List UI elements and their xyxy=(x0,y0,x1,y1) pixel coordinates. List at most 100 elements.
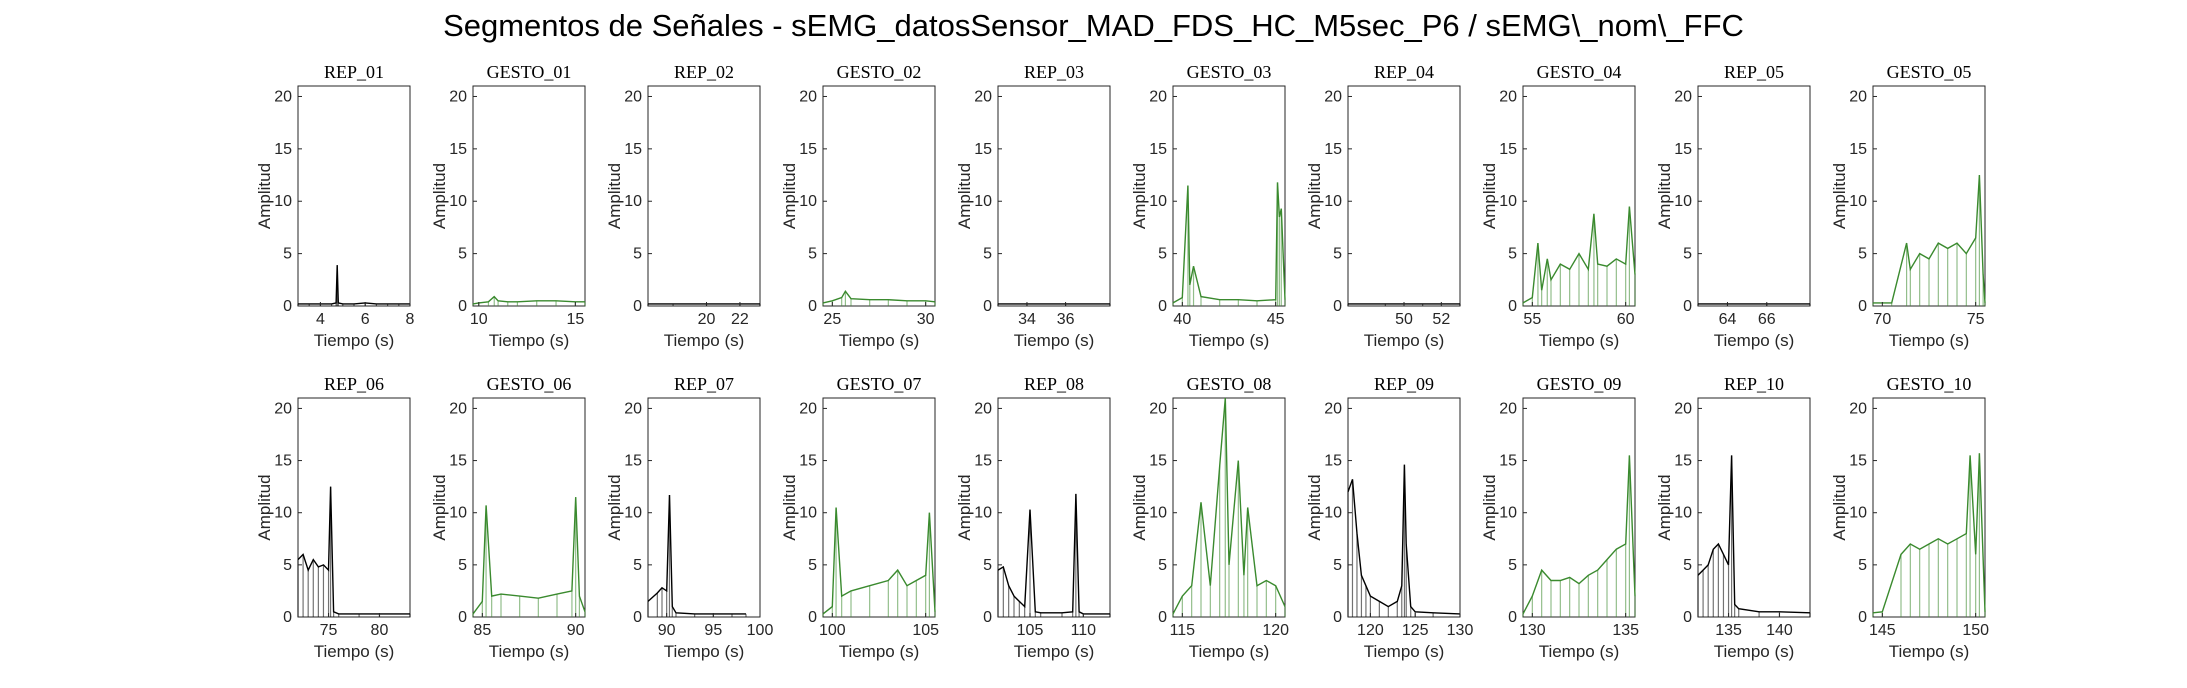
y-tick-label: 20 xyxy=(274,88,292,105)
y-tick-label: 20 xyxy=(274,400,292,417)
y-tick-label: 5 xyxy=(1858,246,1867,263)
x-axis-label: Tiempo (s) xyxy=(664,642,745,661)
x-tick-label: 90 xyxy=(567,622,585,639)
axes-box xyxy=(647,85,761,307)
subplot-rep-07: 0 5 10 15 20 90 95 100 REP_07 Tiempo (s) Amplitud xyxy=(605,374,773,661)
y-tick-label: 5 xyxy=(1508,557,1517,574)
y-tick-label: 10 xyxy=(1674,193,1692,210)
x-axis-label: Tiempo (s) xyxy=(1714,331,1795,350)
y-tick-label: 15 xyxy=(1324,453,1342,470)
y-tick-label: 15 xyxy=(974,141,992,158)
x-axis-label: Tiempo (s) xyxy=(1714,642,1795,661)
x-tick-label: 66 xyxy=(1758,311,1776,328)
x-axis-label: Tiempo (s) xyxy=(1364,331,1445,350)
x-tick-label: 30 xyxy=(917,311,935,328)
y-tick-label: 5 xyxy=(1683,246,1692,263)
y-tick-label: 20 xyxy=(1674,400,1692,417)
y-axis-label: Amplitud xyxy=(1655,163,1674,229)
subplot-title: GESTO_03 xyxy=(1187,62,1272,82)
y-tick-label: 10 xyxy=(1324,193,1342,210)
x-tick-label: 100 xyxy=(819,622,846,639)
x-tick-label: 105 xyxy=(1017,622,1044,639)
subplot-gesto-08: 0 5 10 15 20 115 120 GESTO_08 Tiempo (s) Amplitud xyxy=(1130,374,1289,661)
y-tick-label: 10 xyxy=(624,193,642,210)
subplot-rep-01: 0 5 10 15 20 4 6 8 REP_01 Tiempo (s) Amplitud xyxy=(255,62,415,350)
axes-box xyxy=(1697,397,1811,618)
x-axis-label: Tiempo (s) xyxy=(314,331,395,350)
y-tick-label: 15 xyxy=(449,141,467,158)
x-tick-label: 34 xyxy=(1018,311,1036,328)
y-tick-label: 0 xyxy=(808,298,817,315)
axes-box xyxy=(297,85,411,307)
x-axis-label: Tiempo (s) xyxy=(664,331,745,350)
y-axis-label: Amplitud xyxy=(1830,474,1849,540)
subplot-gesto-06: 0 5 10 15 20 85 90 GESTO_06 Tiempo (s) Amplitud xyxy=(430,374,586,661)
x-axis-label: Tiempo (s) xyxy=(1539,331,1620,350)
figure-title: Segmentos de Señales - sEMG_datosSensor_… xyxy=(443,8,1744,43)
y-tick-label: 10 xyxy=(1849,505,1867,522)
y-tick-label: 20 xyxy=(1149,400,1167,417)
y-tick-label: 15 xyxy=(1674,141,1692,158)
series-line xyxy=(1872,453,1986,614)
x-axis-label: Tiempo (s) xyxy=(314,642,395,661)
y-tick-label: 0 xyxy=(1683,609,1692,626)
axes-box xyxy=(472,397,586,618)
x-tick-label: 115 xyxy=(1170,622,1196,639)
series-line xyxy=(1347,464,1461,615)
y-tick-label: 20 xyxy=(1324,88,1342,105)
subplot-title: REP_05 xyxy=(1724,62,1784,82)
subplot-title: REP_06 xyxy=(324,374,384,394)
x-axis-label: Tiempo (s) xyxy=(839,331,920,350)
x-tick-label: 10 xyxy=(470,311,488,328)
x-tick-label: 52 xyxy=(1432,311,1450,328)
x-axis-label: Tiempo (s) xyxy=(839,642,920,661)
subplot-gesto-07: 0 5 10 15 20 100 105 GESTO_07 Tiempo (s) Amplitud xyxy=(780,374,939,661)
x-axis-label: Tiempo (s) xyxy=(1014,642,1095,661)
subplot-gesto-05: 0 5 10 15 20 70 75 GESTO_05 Tiempo (s) Amplitud xyxy=(1830,62,1986,350)
x-axis-label: Tiempo (s) xyxy=(1889,642,1970,661)
y-tick-label: 15 xyxy=(1324,141,1342,158)
y-axis-label: Amplitud xyxy=(430,163,449,229)
y-tick-label: 20 xyxy=(1849,400,1867,417)
y-tick-label: 20 xyxy=(1499,400,1517,417)
y-tick-label: 20 xyxy=(449,400,467,417)
x-tick-label: 50 xyxy=(1395,311,1413,328)
x-tick-label: 130 xyxy=(1519,622,1546,639)
x-tick-label: 6 xyxy=(361,311,370,328)
x-tick-label: 70 xyxy=(1873,311,1891,328)
y-tick-label: 15 xyxy=(274,141,292,158)
y-tick-label: 10 xyxy=(799,505,817,522)
y-axis-label: Amplitud xyxy=(1130,474,1149,540)
y-axis-label: Amplitud xyxy=(1655,474,1674,540)
x-axis-label: Tiempo (s) xyxy=(1364,642,1445,661)
y-tick-label: 15 xyxy=(1849,141,1867,158)
y-axis-label: Amplitud xyxy=(955,163,974,229)
x-tick-label: 130 xyxy=(1447,622,1474,639)
axes-box xyxy=(822,85,936,307)
subplot-title: REP_10 xyxy=(1724,374,1784,394)
y-tick-label: 5 xyxy=(283,557,292,574)
y-tick-label: 15 xyxy=(1499,453,1517,470)
y-tick-label: 20 xyxy=(799,88,817,105)
subplot-rep-09: 0 5 10 15 20 120 125 130 REP_09 Tiempo (s) Amplitu… xyxy=(1305,374,1473,661)
x-axis-label: Tiempo (s) xyxy=(1189,642,1270,661)
y-tick-label: 5 xyxy=(1333,246,1342,263)
y-tick-label: 0 xyxy=(1858,609,1867,626)
x-tick-label: 135 xyxy=(1612,622,1639,639)
y-axis-label: Amplitud xyxy=(1305,163,1324,229)
y-tick-label: 0 xyxy=(1508,298,1517,315)
axes-box xyxy=(472,85,586,307)
subplot-title: REP_01 xyxy=(324,62,384,82)
y-tick-label: 0 xyxy=(1333,298,1342,315)
y-axis-label: Amplitud xyxy=(430,474,449,540)
y-tick-label: 5 xyxy=(808,557,817,574)
y-tick-label: 0 xyxy=(1333,609,1342,626)
y-tick-label: 10 xyxy=(974,193,992,210)
y-tick-label: 15 xyxy=(1849,453,1867,470)
y-tick-label: 5 xyxy=(283,246,292,263)
subplot-gesto-02: 0 5 10 15 20 25 30 GESTO_02 Tiempo (s) Amplitud xyxy=(780,62,936,350)
subplot-title: GESTO_04 xyxy=(1537,62,1622,82)
y-tick-label: 20 xyxy=(624,400,642,417)
y-tick-label: 5 xyxy=(633,557,642,574)
